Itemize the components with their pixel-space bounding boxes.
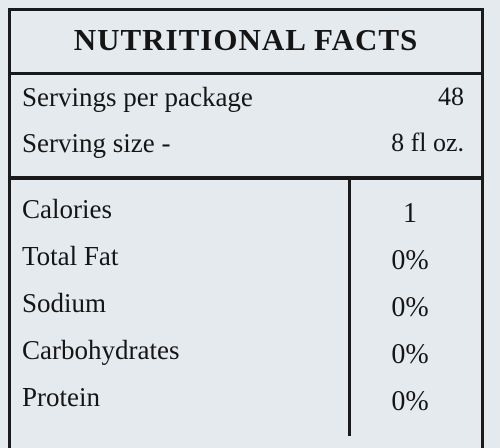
nutrient-label: Sodium [22,288,107,318]
nutrient-label: Total Fat [22,241,119,271]
nutrient-value: 0% [391,245,429,276]
nutrient-value: 1 [403,198,417,229]
serving-label: Serving size - [22,128,171,158]
divider [8,72,484,75]
nutrient-value: 0% [391,339,429,370]
page: NUTRITIONAL FACTS Servings per package 48… [8,8,484,448]
title: NUTRITIONAL FACTS [73,22,419,57]
nutrient-value: 0% [391,386,429,417]
serving-label: Servings per package [22,82,253,112]
divider [8,176,484,180]
serving-value: 48 [438,82,464,111]
nutrient-value: 0% [391,292,429,323]
serving-value: 8 fl oz. [391,128,464,157]
nutrient-label: Carbohydrates [22,335,180,365]
nutrient-label: Protein [22,382,100,412]
column-divider [348,176,351,436]
nutrient-label: Calories [22,194,112,224]
label-frame [8,8,484,448]
